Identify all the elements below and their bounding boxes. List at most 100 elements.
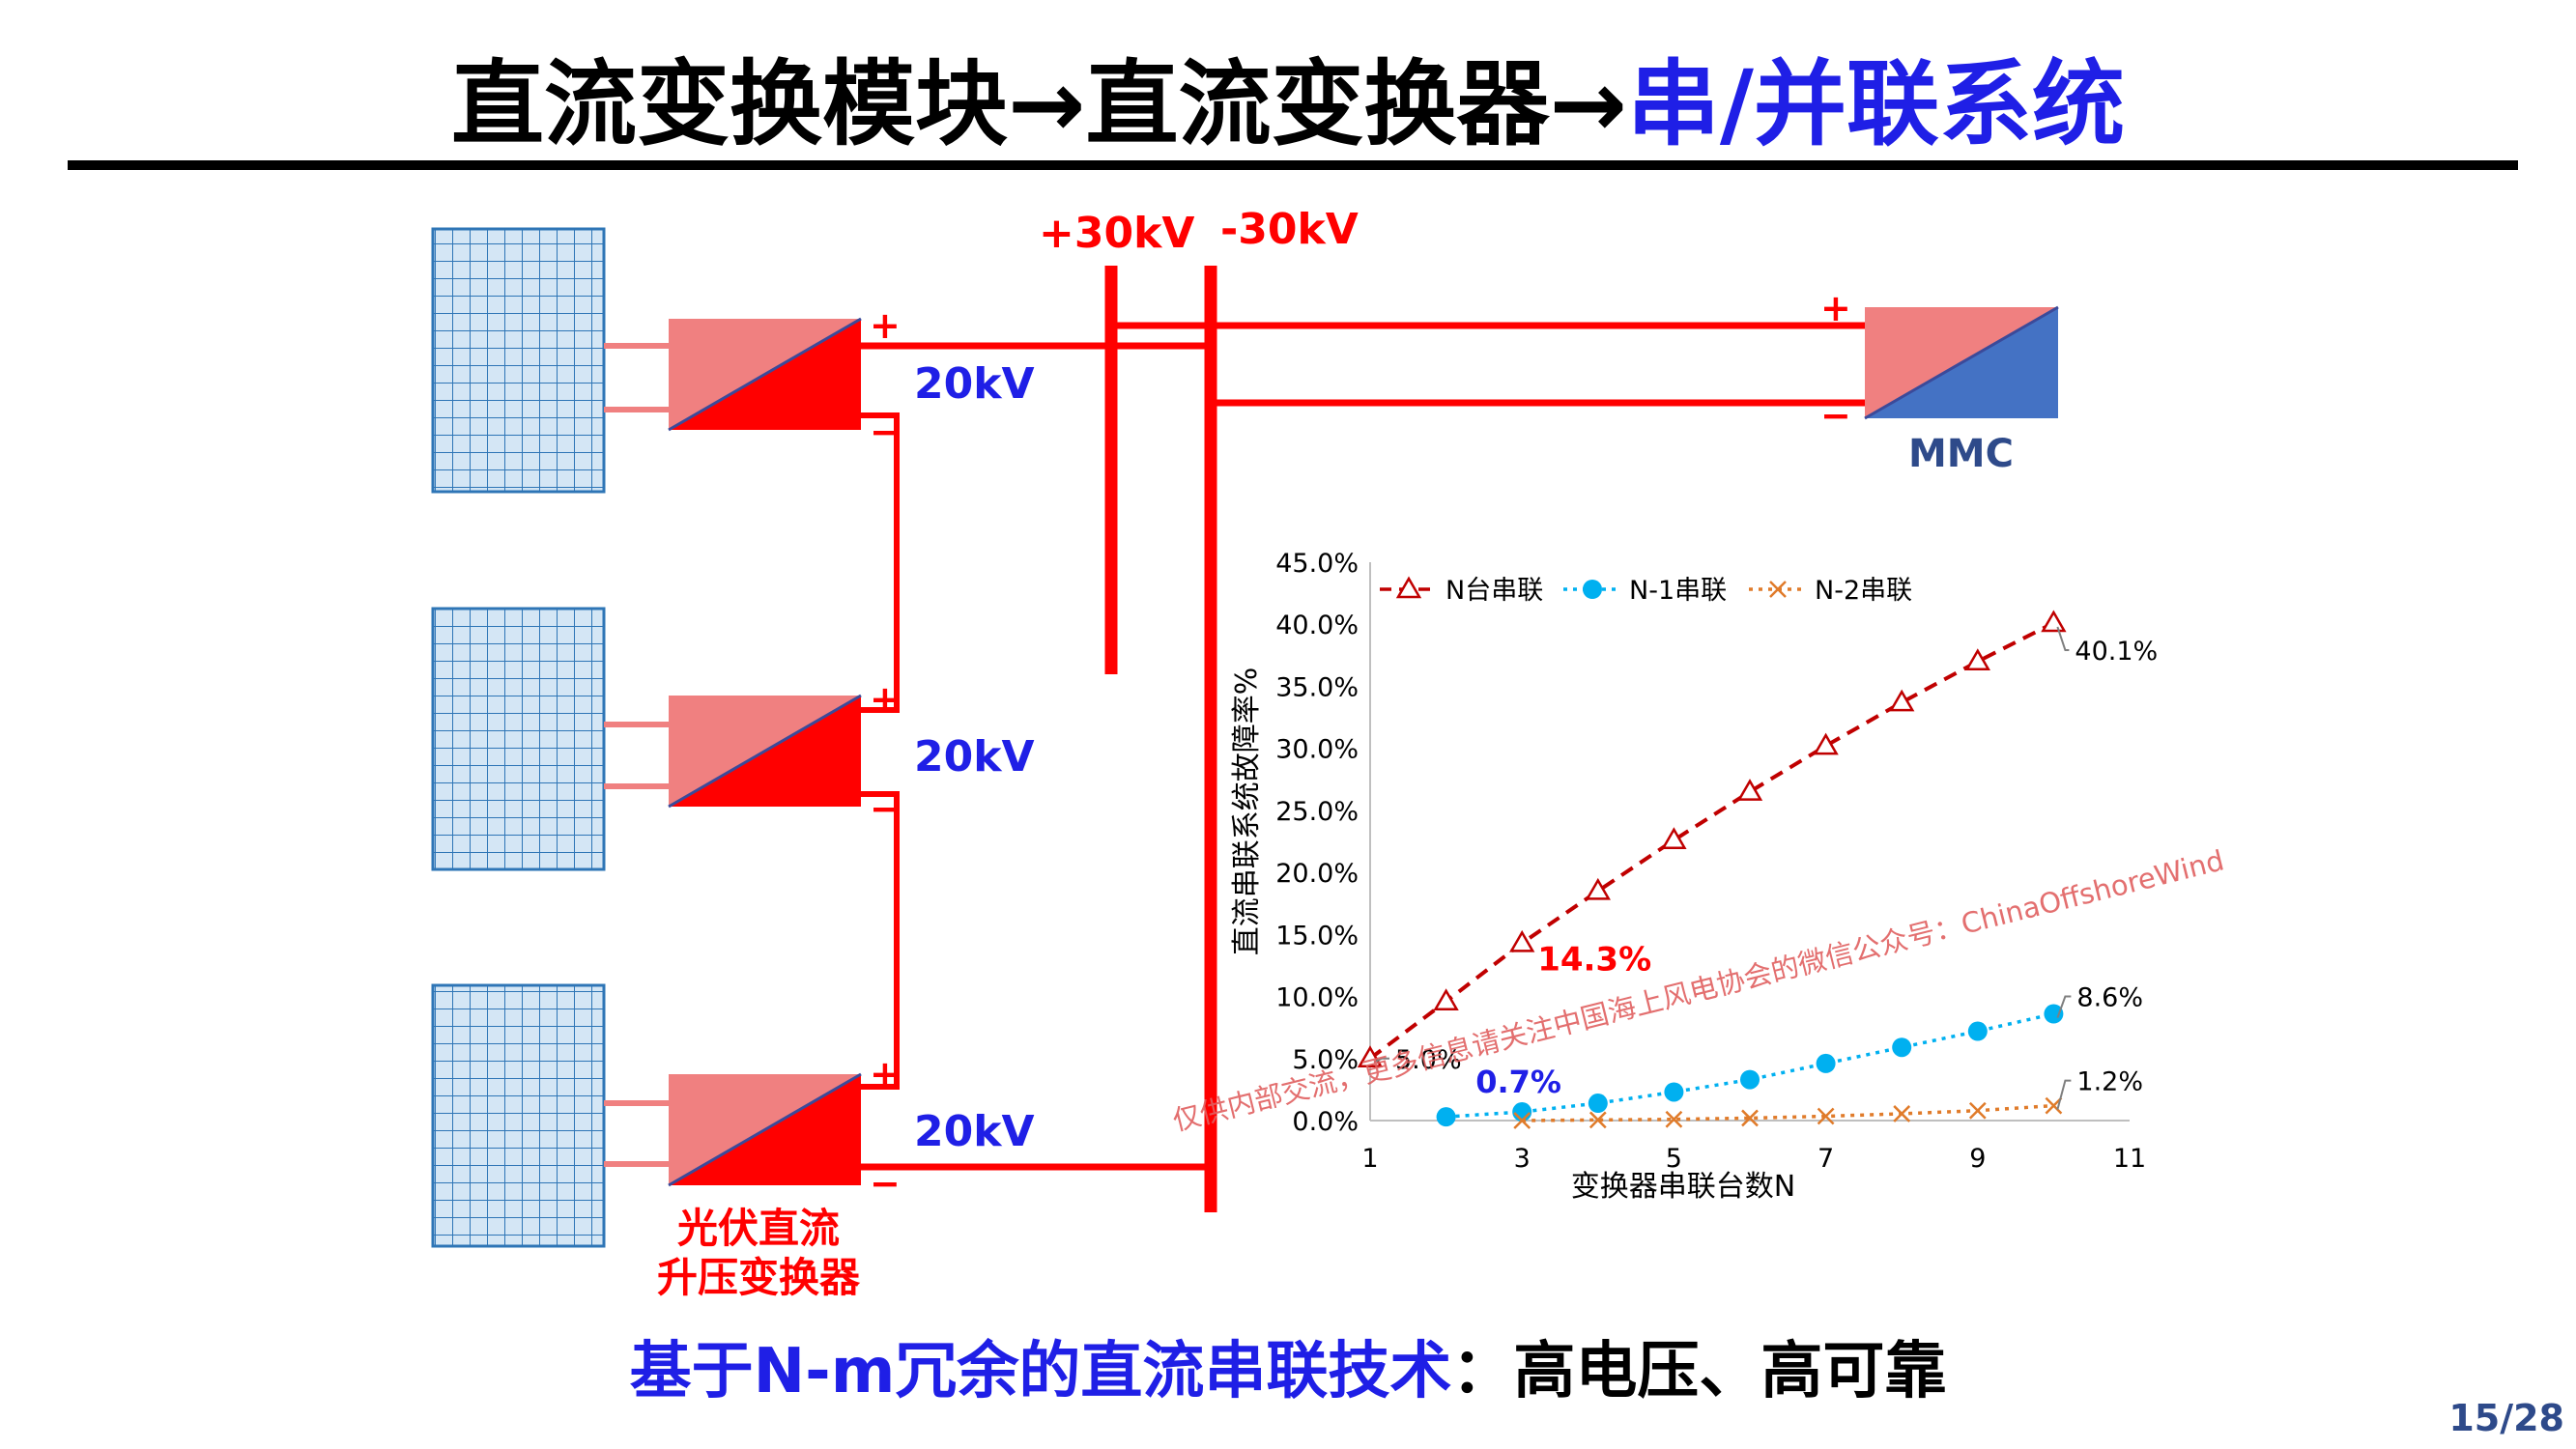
conv3-plus: + xyxy=(870,1053,901,1095)
data-point xyxy=(1436,1107,1456,1127)
data-point xyxy=(2041,610,2067,633)
data-point xyxy=(1892,1037,1912,1058)
x-tick-label: 11 xyxy=(2113,1144,2146,1174)
data-point xyxy=(1588,1094,1608,1114)
module-voltage-1: 20kV xyxy=(914,359,1035,409)
module-voltage-2: 20kV xyxy=(914,732,1035,781)
series-3 xyxy=(1513,1096,2063,1129)
svg-text:1.2%: 1.2% xyxy=(2076,1067,2143,1097)
title-rule xyxy=(68,160,2518,170)
page-number: 15/28 xyxy=(2448,1397,2564,1439)
mmc-converter xyxy=(1864,305,2059,420)
conv1-plus: + xyxy=(870,304,901,347)
data-point xyxy=(1893,1105,1911,1122)
pv-leads xyxy=(604,343,669,1167)
data-point xyxy=(1736,779,1763,801)
title-part-2: 串/并联系统 xyxy=(1626,50,2125,158)
x-tick-label: 1 xyxy=(1361,1144,1378,1174)
x-tick-label: 9 xyxy=(1969,1144,1986,1174)
bus-negative-label: -30kV xyxy=(1220,205,1359,254)
slide-subtitle: 基于N-m冗余的直流串联技术：高电压、高可靠 xyxy=(0,1321,2576,1410)
data-point xyxy=(1395,576,1422,599)
bus-positive-label: +30kV xyxy=(1039,209,1194,258)
title-part-1: 直流变换模块→直流变换器→ xyxy=(451,50,1627,158)
mmc-plus: + xyxy=(1820,287,1851,329)
data-point xyxy=(1817,1107,1835,1125)
y-tick-label: 5.0% xyxy=(1292,1045,1359,1075)
pv-panel-2 xyxy=(431,607,606,871)
series-line xyxy=(1445,1011,2054,1119)
highlight-blue-label: 0.7% xyxy=(1475,1064,1561,1100)
data-point xyxy=(1513,1112,1531,1129)
subtitle-part-2: ：高电压、高可靠 xyxy=(1451,1336,1947,1407)
chart-legend: N台串联 N-1串联 N-2串联 xyxy=(1380,576,1912,606)
y-tick-label: 10.0% xyxy=(1275,983,1359,1013)
conv2-minus: − xyxy=(870,787,901,830)
converter-label-line1: 光伏直流 xyxy=(677,1205,840,1252)
subtitle-part-1: 基于N-m冗余的直流串联技术 xyxy=(629,1336,1452,1407)
series-2 xyxy=(1436,1004,2064,1127)
data-point xyxy=(1816,1053,1836,1073)
chart-series xyxy=(1357,610,2067,1129)
dc-converter-2 xyxy=(668,694,862,809)
conv3-minus: − xyxy=(870,1162,901,1205)
slide-title: 直流变换模块→直流变换器→串/并联系统 xyxy=(0,29,2576,158)
pv-panel-3 xyxy=(431,983,606,1248)
data-label: 8.6% xyxy=(2056,983,2143,1018)
data-point xyxy=(1665,1110,1683,1128)
y-tick-label: 0.0% xyxy=(1292,1107,1359,1137)
data-point xyxy=(1512,1102,1532,1122)
legend-label: N-1串联 xyxy=(1629,576,1727,606)
x-tick-label: 3 xyxy=(1514,1144,1531,1174)
svg-text:40.1%: 40.1% xyxy=(2075,637,2158,667)
data-label: 5.0% xyxy=(1373,1045,1462,1075)
dc-wiring xyxy=(861,266,1865,1212)
data-label: 1.2% xyxy=(2056,1067,2143,1110)
series-1 xyxy=(1357,610,2067,1068)
conv1-minus: − xyxy=(870,411,901,453)
data-point xyxy=(2044,1004,2064,1024)
data-point xyxy=(1967,1021,1988,1041)
data-point xyxy=(1661,827,1687,849)
data-point xyxy=(1433,988,1459,1010)
y-tick-label: 25.0% xyxy=(1275,797,1359,827)
x-tick-label: 7 xyxy=(1818,1144,1834,1174)
data-point xyxy=(1741,1109,1759,1127)
y-tick-label: 40.0% xyxy=(1275,611,1359,640)
data-point xyxy=(1769,581,1787,598)
data-point xyxy=(1740,1069,1760,1090)
data-point xyxy=(1509,929,1535,952)
highlight-red-label: 14.3% xyxy=(1537,940,1651,979)
module-voltage-3: 20kV xyxy=(914,1107,1035,1156)
data-label: 40.1% xyxy=(2056,626,2158,667)
chart-y-label: 直流串联系统故障率% xyxy=(1230,668,1264,956)
svg-text:8.6%: 8.6% xyxy=(2076,983,2143,1013)
data-point xyxy=(1583,580,1602,599)
data-point xyxy=(1664,1082,1684,1102)
data-point xyxy=(1889,689,1915,712)
data-point xyxy=(1585,877,1611,900)
chart-y-ticks: 0.0% 5.0% 10.0% 15.0% 20.0% 25.0% 30.0% 35.0% 40… xyxy=(1275,549,1359,1137)
dc-converter-3 xyxy=(668,1072,862,1187)
mmc-minus: − xyxy=(1820,394,1851,437)
series-line xyxy=(1368,621,2055,1061)
x-tick-label: 5 xyxy=(1666,1144,1682,1174)
legend-label: N-2串联 xyxy=(1815,576,1912,606)
data-point xyxy=(1589,1111,1607,1129)
y-tick-label: 35.0% xyxy=(1275,672,1359,702)
y-tick-label: 45.0% xyxy=(1275,549,1359,579)
chart-x-ticks: 1 3 5 7 9 11 xyxy=(1361,1144,2146,1174)
data-point xyxy=(1968,1101,1987,1120)
mmc-label: MMC xyxy=(1908,432,2014,476)
conv2-plus: + xyxy=(870,678,901,721)
chart-x-label: 变换器串联台数N xyxy=(1571,1170,1795,1204)
pv-panel-1 xyxy=(431,227,606,494)
data-point xyxy=(1813,732,1839,755)
converter-label-line2: 升压变换器 xyxy=(657,1254,861,1301)
y-tick-label: 15.0% xyxy=(1275,921,1359,951)
data-point xyxy=(1964,648,1990,671)
series-line xyxy=(1522,1103,2054,1122)
